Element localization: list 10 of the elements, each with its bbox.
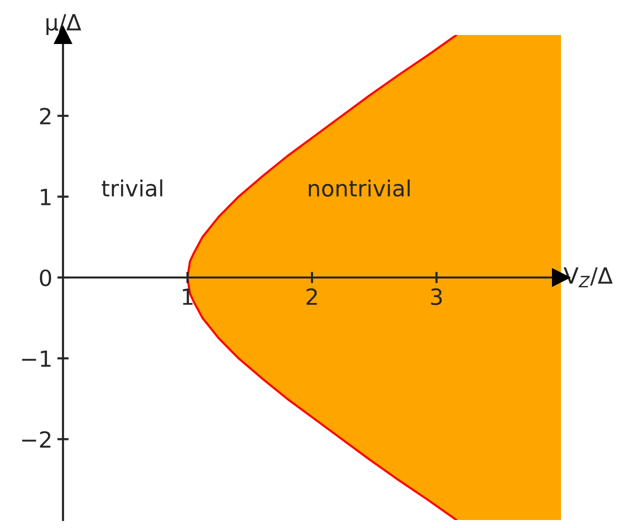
x-tick-label: 3 (431, 288, 442, 306)
y-tick-label: 2 (40, 108, 50, 124)
y-tick-label: 0 (40, 269, 52, 286)
y-tick-label: −2 (22, 431, 50, 448)
x-tick-label: 2 (306, 288, 317, 305)
y-tick-label: 1 (40, 188, 51, 206)
annotation: trivial (102, 179, 162, 197)
annotation: nontrivial (308, 179, 410, 197)
y-axis-title: μ/Δ (46, 14, 82, 35)
y-tick-label: −1 (22, 350, 51, 367)
